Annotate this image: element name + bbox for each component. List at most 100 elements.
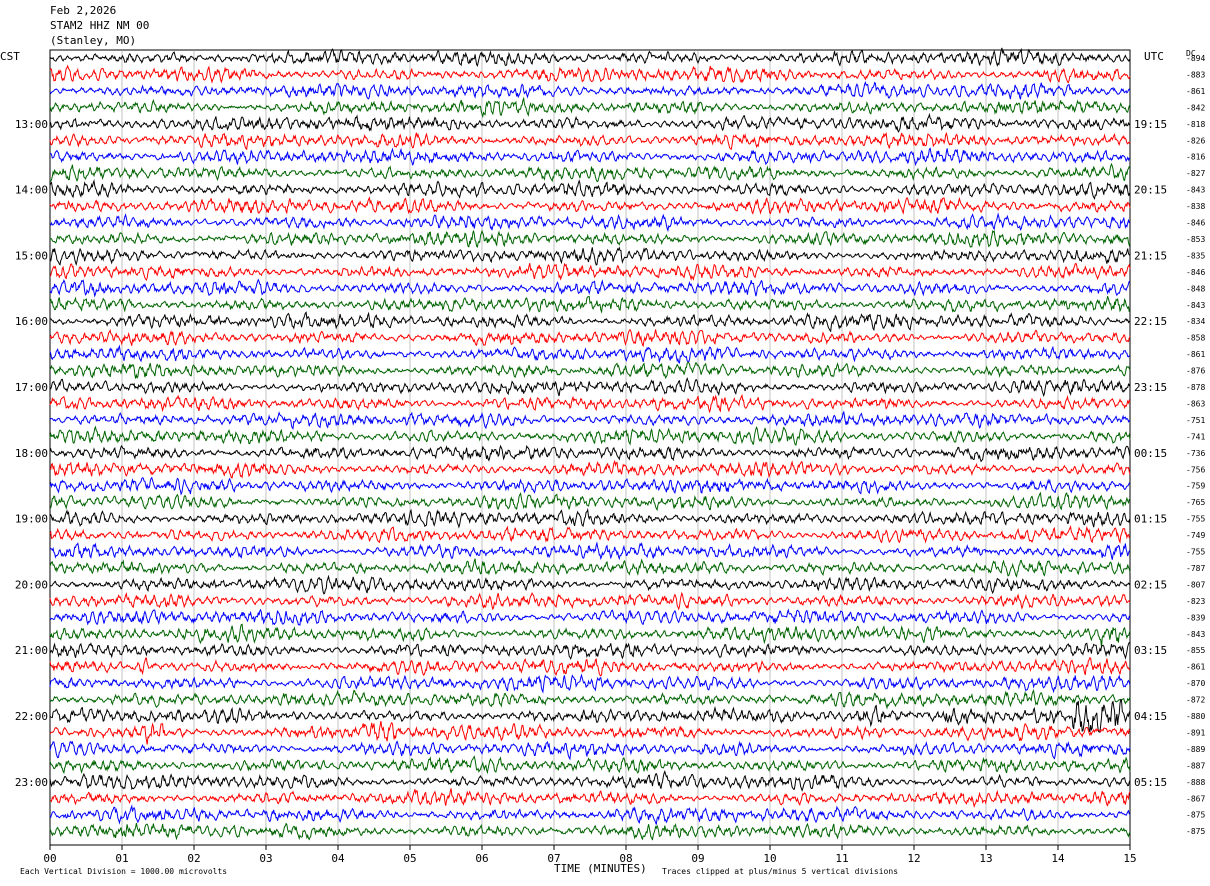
trace-row-0 [49, 47, 1131, 68]
x-tick-label: 01 [115, 852, 128, 865]
dc-offset-label: -807 [1186, 580, 1205, 589]
trace-row-47 [49, 822, 1131, 841]
dc-offset-label: -834 [1186, 317, 1205, 326]
dc-offset-label: -872 [1186, 696, 1205, 705]
trace-row-45 [49, 788, 1131, 809]
dc-offset-label: -848 [1186, 284, 1205, 293]
x-tick-label: 08 [619, 852, 632, 865]
dc-offset-label: -887 [1186, 761, 1205, 770]
right-timezone-label: UTC [1144, 50, 1164, 63]
trace-row-41 [49, 721, 1131, 745]
dc-offset-label: -749 [1186, 531, 1205, 540]
dc-offset-label: -863 [1186, 399, 1205, 408]
trace-row-19 [49, 361, 1131, 380]
trace-row-33 [49, 591, 1131, 611]
cst-hour-label: 19:00 [15, 513, 48, 526]
trace-row-31 [49, 558, 1131, 578]
utc-hour-label: 00:15 [1134, 447, 1167, 460]
vertical-scale-note: Each Vertical Division = 1000.00 microvo… [20, 867, 228, 876]
trace-row-14 [49, 278, 1131, 298]
trace-row-16 [49, 311, 1131, 333]
dc-offset-label: -826 [1186, 136, 1205, 145]
trace-row-44 [49, 769, 1131, 792]
dc-offset-label: -838 [1186, 202, 1205, 211]
dc-offset-label: -823 [1186, 597, 1205, 606]
dc-offset-label: -883 [1186, 70, 1205, 79]
dc-offset-label: -894 [1186, 54, 1205, 63]
utc-hour-label: 03:15 [1134, 644, 1167, 657]
dc-offset-label: -875 [1186, 827, 1205, 836]
utc-hour-label: 01:15 [1134, 513, 1167, 526]
trace-row-20 [49, 377, 1131, 398]
trace-row-25 [49, 459, 1131, 479]
trace-row-4 [49, 112, 1131, 133]
utc-hour-label: 21:15 [1134, 249, 1167, 262]
cst-hour-label: 22:00 [15, 710, 48, 723]
x-tick-label: 10 [763, 852, 776, 865]
trace-row-22 [49, 410, 1131, 430]
x-tick-label: 14 [1051, 852, 1065, 865]
plot-frame [49, 49, 1131, 846]
dc-offset-header: DC [1186, 49, 1196, 58]
dc-offset-label: -878 [1186, 383, 1205, 392]
dc-offset-label: -889 [1186, 745, 1205, 754]
cst-hour-label: 15:00 [15, 249, 48, 262]
trace-row-43 [49, 755, 1131, 775]
cst-hour-label: 21:00 [15, 644, 48, 657]
trace-row-30 [49, 541, 1131, 561]
cst-hour-label: 16:00 [15, 315, 48, 328]
dc-offset-label: -858 [1186, 334, 1205, 343]
trace-row-46 [49, 804, 1131, 825]
dc-offset-label: -759 [1186, 482, 1205, 491]
trace-row-7 [49, 162, 1131, 183]
dc-offset-label: -861 [1186, 87, 1205, 96]
dc-offset-label: -843 [1186, 630, 1205, 639]
utc-hour-label: 02:15 [1134, 578, 1167, 591]
dc-offset-label: -839 [1186, 613, 1205, 622]
station-code: STAM2 HHZ NM 00 [50, 19, 150, 32]
x-tick-label: 11 [835, 852, 848, 865]
trace-row-28 [49, 507, 1131, 529]
dc-offset-label: -891 [1186, 728, 1205, 737]
dc-offset-label: -755 [1186, 548, 1205, 557]
trace-row-6 [49, 147, 1131, 167]
clipping-note: Traces clipped at plus/minus 5 vertical … [662, 867, 899, 876]
dc-offset-label: -816 [1186, 153, 1205, 162]
trace-row-8 [49, 179, 1131, 200]
x-tick-label: 13 [979, 852, 992, 865]
trace-row-10 [49, 212, 1131, 233]
cst-hour-label: 13:00 [15, 118, 48, 131]
trace-row-12 [49, 246, 1131, 266]
trace-row-32 [49, 574, 1131, 595]
trace-row-35 [49, 623, 1131, 648]
utc-hour-label: 22:15 [1134, 315, 1167, 328]
dc-offset-label: -867 [1186, 794, 1205, 803]
x-tick-label: 04 [331, 852, 345, 865]
cst-hour-label: 18:00 [15, 447, 48, 460]
trace-row-34 [49, 608, 1131, 626]
trace-row-38 [49, 673, 1131, 694]
station-location: (Stanley, MO) [50, 34, 137, 47]
dc-offset-label: -751 [1186, 416, 1205, 425]
dc-offset-label: -755 [1186, 515, 1205, 524]
dc-offset-label: -846 [1186, 219, 1205, 228]
trace-row-42 [49, 740, 1131, 761]
trace-row-21 [49, 393, 1131, 414]
dc-offset-label: -843 [1186, 301, 1205, 310]
dc-offset-label: -842 [1186, 103, 1205, 112]
utc-hour-label: 19:15 [1134, 118, 1167, 131]
dc-offset-label: -861 [1186, 350, 1205, 359]
x-tick-label: 02 [187, 852, 200, 865]
trace-row-24 [49, 444, 1131, 463]
dc-offset-label: -787 [1186, 564, 1205, 573]
trace-row-3 [49, 96, 1131, 119]
trace-row-39 [49, 689, 1131, 710]
trace-row-40 [49, 699, 1131, 733]
trace-row-36 [49, 642, 1131, 660]
trace-row-1 [49, 64, 1131, 84]
trace-row-27 [49, 491, 1131, 512]
x-tick-label: 15 [1123, 852, 1136, 865]
utc-hour-label: 23:15 [1134, 381, 1167, 394]
dc-offset-label: -870 [1186, 679, 1205, 688]
cst-hour-label: 23:00 [15, 776, 48, 789]
